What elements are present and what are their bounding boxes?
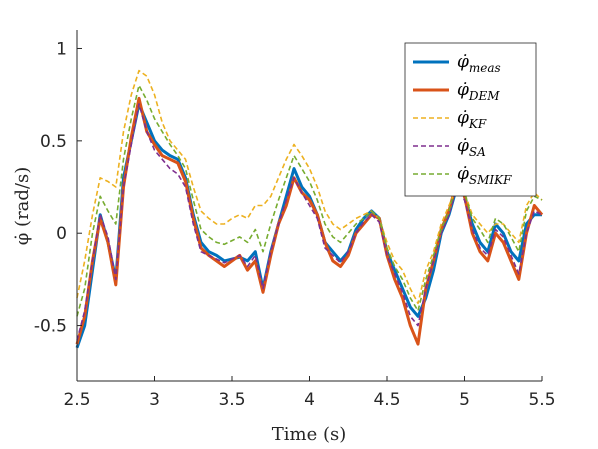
- y-tick-label: -0.5: [34, 317, 67, 337]
- legend-label-meas: φ̇meas: [457, 52, 501, 75]
- x-axis-label: Time (s): [272, 424, 347, 445]
- x-tick-label: 2.5: [63, 390, 90, 410]
- x-axis-ticks: 2.5 3 3.5 4 4.5 5 5.5: [63, 376, 556, 410]
- y-axis-label: φ̇ (rad/s): [12, 167, 33, 246]
- y-tick-label: 1: [56, 39, 67, 59]
- legend-label-kf: φ̇KF: [457, 108, 487, 131]
- x-tick-label: 5.5: [528, 390, 555, 410]
- legend-label-smikf: φ̇SMIKF: [457, 164, 512, 187]
- legend: φ̇meas φ̇DEM φ̇KF φ̇SA φ̇SMIKF: [404, 42, 537, 197]
- y-axis-ticks: -0.5 0 0.5 1: [34, 39, 82, 337]
- legend-items: φ̇meas φ̇DEM φ̇KF φ̇SA φ̇SMIKF: [413, 52, 512, 187]
- x-tick-label: 5: [459, 390, 470, 410]
- y-tick-label: 0: [56, 224, 67, 244]
- x-tick-label: 4: [304, 390, 315, 410]
- legend-box: [404, 42, 537, 197]
- series-line-sa: [76, 103, 543, 341]
- legend-label-sa: φ̇SA: [457, 136, 486, 159]
- legend-label-dem: φ̇DEM: [457, 80, 500, 103]
- x-tick-label: 3: [149, 390, 160, 410]
- x-tick-label: 4.5: [373, 390, 400, 410]
- y-tick-label: 0.5: [40, 132, 67, 152]
- series-line-kf: [76, 69, 543, 305]
- x-tick-label: 3.5: [218, 390, 245, 410]
